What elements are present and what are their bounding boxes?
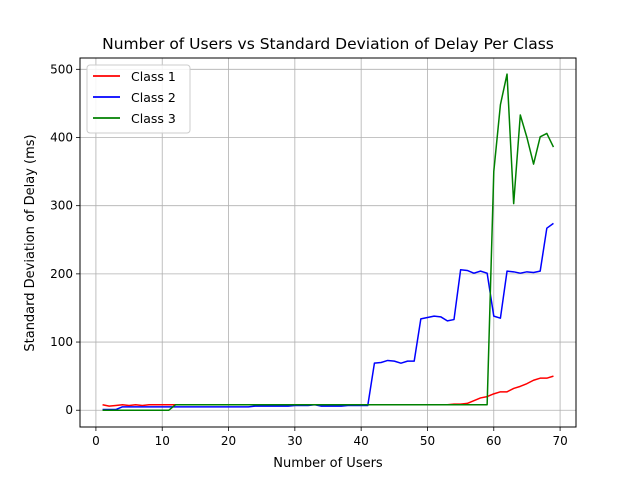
legend-label-class-1: Class 1 — [131, 69, 176, 84]
y-tick-label: 200 — [50, 267, 73, 281]
x-tick-label: 20 — [221, 434, 236, 448]
x-tick-label: 30 — [287, 434, 302, 448]
series-line-class-1 — [102, 375, 554, 407]
chart-title: Number of Users vs Standard Deviation of… — [102, 35, 554, 53]
axis-ticks: 0 10 20 30 40 50 60 70 0 100 200 300 400 500 — [50, 62, 568, 448]
plot-frame — [79, 57, 577, 428]
x-tick-label: 50 — [420, 434, 435, 448]
series-line-class-2 — [102, 222, 554, 411]
y-tick-label: 500 — [50, 62, 73, 76]
y-tick-label: 100 — [50, 335, 73, 349]
x-tick-label: 60 — [486, 434, 501, 448]
y-axis-label: Standard Deviation of Delay (ms) — [23, 134, 38, 351]
series-lines — [102, 73, 555, 411]
y-tick-label: 0 — [65, 403, 73, 417]
legend-label-class-2: Class 2 — [131, 90, 176, 105]
legend-label-class-3: Class 3 — [131, 111, 176, 126]
grid — [80, 58, 576, 427]
y-tick-label: 300 — [50, 199, 73, 213]
legend: Class 1 Class 2 Class 3 — [86, 64, 191, 134]
x-tick-label: 10 — [155, 434, 170, 448]
x-tick-label: 70 — [552, 434, 567, 448]
x-tick-label: 0 — [92, 434, 100, 448]
x-tick-label: 40 — [354, 434, 369, 448]
y-tick-label: 400 — [50, 131, 73, 145]
x-axis-label: Number of Users — [273, 456, 383, 471]
series-line-class-3 — [102, 73, 555, 411]
legend-box — [86, 64, 191, 134]
